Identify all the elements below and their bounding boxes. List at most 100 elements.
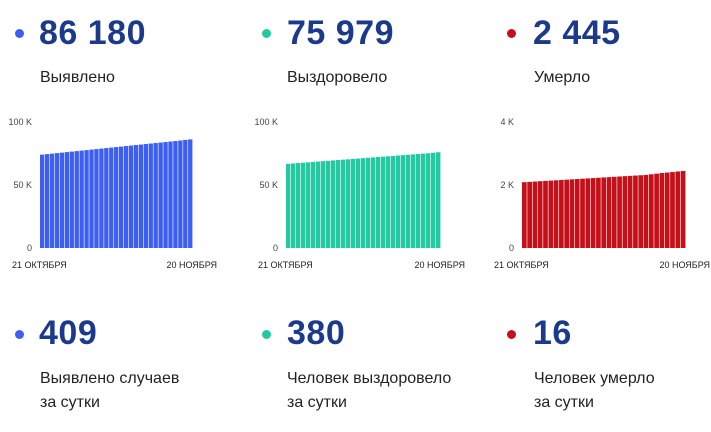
bar xyxy=(331,160,336,248)
bar xyxy=(168,141,173,248)
bar xyxy=(659,173,665,248)
bar xyxy=(537,181,543,248)
y-tick-label: 4 K xyxy=(500,117,514,127)
bar xyxy=(543,180,548,248)
y-tick-label: 0 xyxy=(509,243,514,253)
bar xyxy=(173,141,178,248)
daily-detected-line2: за сутки xyxy=(40,394,100,411)
deaths-label: Умерло xyxy=(534,69,591,86)
bar xyxy=(617,176,622,248)
bar xyxy=(326,160,331,248)
bar xyxy=(371,157,376,248)
daily-recovered-line1: Человек выздоровело xyxy=(287,370,452,387)
daily-detected-value: 409 xyxy=(39,314,98,352)
bar xyxy=(351,158,356,248)
bar xyxy=(84,150,89,248)
deaths-chart: 0 2 K 4 K 21 ОКТЯБРЯ 20 НОЯБРЯ xyxy=(494,117,710,270)
bar xyxy=(548,180,554,248)
bar xyxy=(633,175,638,248)
bar xyxy=(675,171,681,248)
bar xyxy=(670,172,675,248)
bar xyxy=(643,174,649,248)
bar xyxy=(638,175,644,248)
x-start-label: 21 ОКТЯБРЯ xyxy=(494,260,549,270)
daily-detected-dot-icon xyxy=(15,330,24,339)
bar xyxy=(143,144,148,248)
bar xyxy=(426,153,431,248)
bar xyxy=(391,155,396,248)
bar xyxy=(104,148,109,248)
bar xyxy=(611,176,617,248)
x-end-label: 20 НОЯБРЯ xyxy=(659,260,710,270)
bar xyxy=(585,178,591,248)
bar xyxy=(148,143,153,248)
y-tick-label: 50 K xyxy=(259,180,278,190)
bar xyxy=(94,149,99,248)
bar xyxy=(291,163,296,248)
bar xyxy=(183,139,188,248)
bar xyxy=(118,146,124,248)
bar xyxy=(580,178,585,248)
bar xyxy=(99,148,104,248)
bar xyxy=(316,161,321,248)
bar xyxy=(74,151,79,248)
bar xyxy=(188,139,193,248)
bar xyxy=(590,178,596,248)
bar xyxy=(79,150,84,248)
bar xyxy=(527,181,532,248)
bar xyxy=(574,179,580,248)
bar xyxy=(522,182,527,248)
x-start-label: 21 ОКТЯБРЯ xyxy=(12,260,67,270)
deaths-total: 2 445 xyxy=(533,14,621,52)
bar xyxy=(306,162,311,248)
x-end-label: 20 НОЯБРЯ xyxy=(166,260,217,270)
bar xyxy=(606,177,612,248)
y-tick-label: 50 K xyxy=(13,180,32,190)
bar xyxy=(411,154,416,248)
recovered-chart: 0 50 K 100 K 21 ОКТЯБРЯ 20 НОЯБРЯ xyxy=(254,117,465,270)
bar xyxy=(356,158,361,248)
deaths-dot-icon xyxy=(507,29,516,38)
bar xyxy=(532,181,538,248)
daily-deaths-line2: за сутки xyxy=(534,394,594,411)
daily-deaths-value: 16 xyxy=(533,314,572,352)
bar xyxy=(64,152,70,248)
bar xyxy=(564,179,570,248)
bar xyxy=(321,161,326,248)
bar xyxy=(44,154,50,248)
bar xyxy=(601,177,607,248)
y-tick-label: 100 K xyxy=(254,117,278,127)
x-start-label: 21 ОКТЯБРЯ xyxy=(258,260,313,270)
bar xyxy=(627,175,633,248)
bar xyxy=(336,160,341,248)
bar xyxy=(396,155,401,248)
bar xyxy=(109,147,114,248)
bar xyxy=(153,143,158,248)
bar xyxy=(386,156,391,248)
bar xyxy=(158,142,163,248)
daily-detected-line1: Выявлено случаев xyxy=(40,370,180,387)
daily-recovered-value: 380 xyxy=(287,314,346,352)
bar xyxy=(648,174,654,248)
bar xyxy=(311,161,316,248)
bar xyxy=(436,152,441,248)
bar xyxy=(114,147,119,248)
y-tick-label: 2 K xyxy=(500,180,514,190)
detected-label: Выявлено xyxy=(40,69,115,86)
bar xyxy=(553,180,559,248)
recovered-label: Выздоровело xyxy=(287,69,388,86)
bar xyxy=(89,149,94,248)
daily-deaths-line1: Человек умерло xyxy=(534,370,655,387)
recovered-total: 75 979 xyxy=(287,14,394,52)
detected-dot-icon xyxy=(15,29,24,38)
bar xyxy=(416,154,421,248)
bar xyxy=(138,144,144,248)
bar xyxy=(406,154,411,248)
bar xyxy=(286,163,291,248)
daily-recovered-line2: за сутки xyxy=(287,394,347,411)
bar xyxy=(654,173,659,248)
y-tick-label: 0 xyxy=(273,243,278,253)
bar xyxy=(69,151,74,248)
bar xyxy=(59,152,65,248)
detected-total: 86 180 xyxy=(39,14,146,52)
